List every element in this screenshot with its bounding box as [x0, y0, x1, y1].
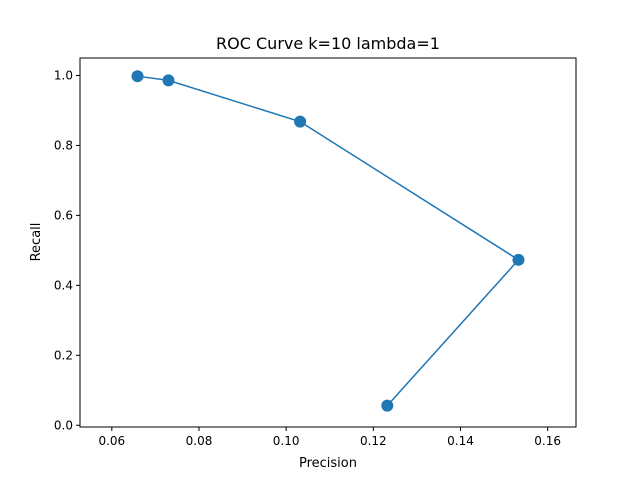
plot-area: [131, 70, 525, 412]
x-axis-label: Precision: [299, 456, 357, 471]
x-tick-label: 0.14: [447, 434, 474, 448]
y-tick-label: 0.4: [54, 278, 73, 292]
y-tick-label: 0.0: [54, 418, 73, 432]
data-point: [131, 70, 144, 83]
y-axis-label: Recall: [29, 223, 44, 262]
x-axis: 0.06 0.08 0.10 0.12 0.14 0.16: [98, 427, 561, 448]
y-tick-label: 0.6: [54, 208, 73, 222]
plot-frame: [79, 57, 577, 428]
y-tick-label: 1.0: [54, 68, 73, 82]
x-tick-label: 0.12: [360, 434, 387, 448]
data-point: [162, 74, 175, 87]
chart-title: ROC Curve k=10 lambda=1: [216, 34, 440, 53]
x-tick-label: 0.08: [186, 434, 213, 448]
data-point: [381, 399, 394, 412]
data-point: [512, 253, 525, 266]
x-tick-label: 0.10: [273, 434, 300, 448]
y-tick-label: 0.8: [54, 138, 73, 152]
x-tick-label: 0.16: [534, 434, 561, 448]
data-point: [294, 115, 307, 128]
y-tick-label: 0.2: [54, 348, 73, 362]
x-tick-label: 0.06: [98, 434, 125, 448]
y-axis: 0.0 0.2 0.4 0.6 0.8 1.0: [54, 68, 80, 432]
